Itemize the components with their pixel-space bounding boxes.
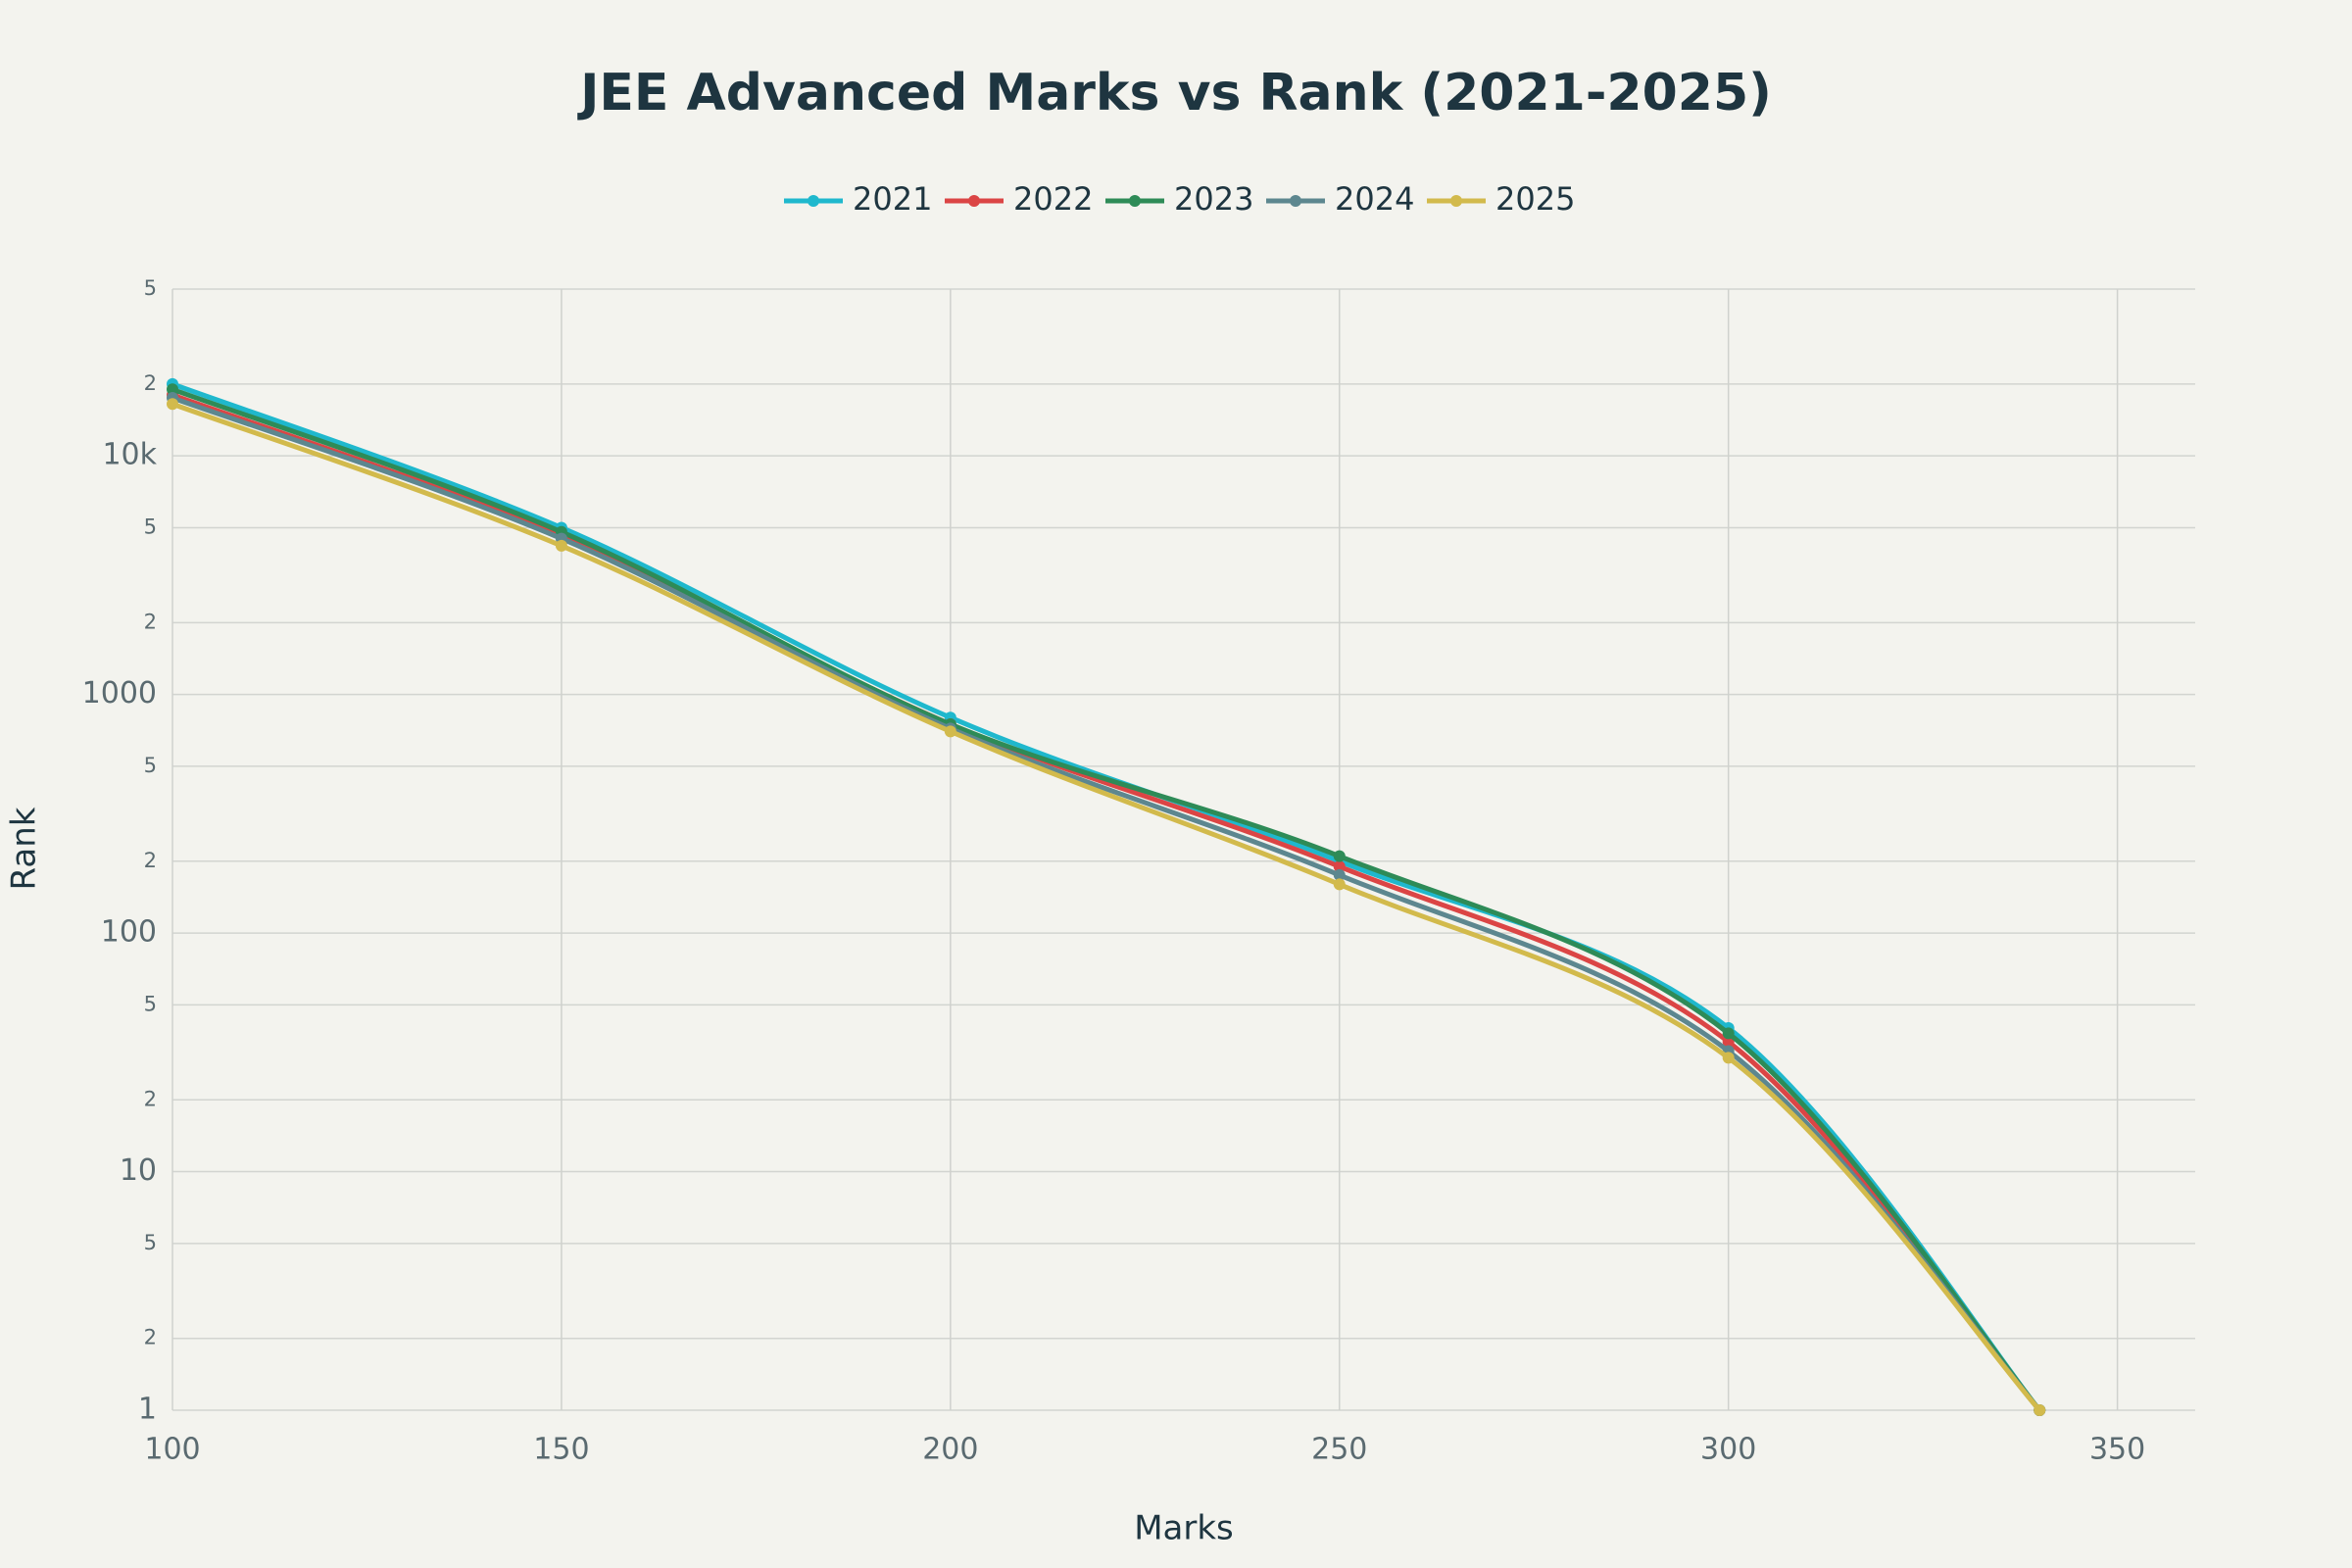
legend-label: 2025 — [1495, 180, 1575, 218]
legend-marker — [968, 195, 980, 207]
legend-label: 2022 — [1013, 180, 1093, 218]
legend-label: 2023 — [1174, 180, 1253, 218]
x-tick-label: 150 — [533, 1433, 589, 1467]
y-tick-label: 10 — [120, 1153, 157, 1188]
point — [1333, 860, 1346, 873]
y-tick-label: 1000 — [82, 676, 157, 710]
legend-label: 2021 — [853, 180, 932, 218]
point — [1333, 878, 1346, 891]
y-tick-label: 2 — [144, 849, 157, 872]
legend-marker — [1450, 195, 1462, 207]
x-tick-label: 100 — [144, 1433, 200, 1467]
y-tick-label: 100 — [101, 915, 157, 950]
point — [944, 725, 956, 738]
y-tick-label: 1 — [138, 1393, 157, 1427]
point — [1333, 850, 1346, 862]
y-tick-label: 10k — [102, 438, 157, 472]
point — [1722, 1027, 1735, 1040]
point — [555, 539, 567, 552]
y-tick-label: 5 — [144, 514, 157, 538]
point — [167, 383, 178, 396]
legend-marker — [808, 195, 819, 207]
point — [1333, 868, 1346, 881]
series-line — [172, 395, 2042, 1412]
y-tick-label: 2 — [144, 371, 157, 395]
point — [1722, 1052, 1735, 1064]
legend-marker — [1290, 195, 1301, 207]
x-axis-title: Marks — [1134, 1509, 1234, 1548]
x-tick-label: 250 — [1311, 1433, 1367, 1467]
series-line — [172, 401, 2042, 1412]
legend-label: 2024 — [1335, 180, 1414, 218]
point — [2034, 1404, 2046, 1416]
y-tick-label: 5 — [144, 276, 157, 300]
chart-title: JEE Advanced Marks vs Rank (2021-2025) — [577, 64, 1772, 122]
y-tick-label: 5 — [144, 1231, 157, 1254]
y-tick-label: 2 — [144, 610, 157, 633]
point — [167, 398, 178, 411]
y-tick-label: 5 — [144, 754, 157, 777]
y-axis-title: Rank — [5, 807, 44, 890]
point — [1722, 1036, 1735, 1049]
y-tick-label: 5 — [144, 992, 157, 1015]
series-line — [172, 386, 2042, 1412]
x-tick-label: 350 — [2089, 1433, 2145, 1467]
x-tick-label: 300 — [1700, 1433, 1756, 1467]
x-tick-label: 200 — [922, 1433, 978, 1467]
y-tick-label: 2 — [144, 1087, 157, 1110]
y-tick-label: 2 — [144, 1326, 157, 1349]
legend-marker — [1129, 195, 1141, 207]
